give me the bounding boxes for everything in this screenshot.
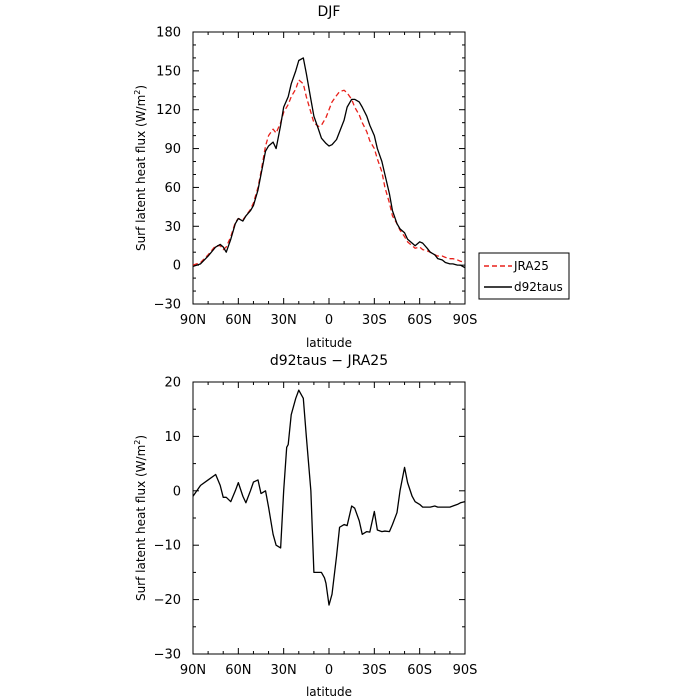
- bottom-panel: d92taus − JRA25 90N 60N 30N 0 30S 60S 90S −30 −2…: [133, 353, 477, 699]
- legend: JRA25 d92taus: [478, 252, 570, 300]
- bottom-ytick-label: −30: [154, 648, 181, 663]
- top-ytick-label: 90: [164, 142, 181, 157]
- bottom-y-axis-label-sup: 2: [133, 440, 142, 445]
- top-x-axis-label: latitude: [306, 336, 352, 350]
- bottom-ytick-label: 20: [164, 376, 181, 391]
- top-y-axis-label-main: Surf latent heat flux (W/m: [134, 95, 148, 251]
- top-ytick-label: 30: [164, 220, 181, 235]
- top-ytick-label: −30: [154, 298, 181, 313]
- top-series-line-jra25: [192, 79, 466, 266]
- bottom-chart-title: d92taus − JRA25: [270, 353, 388, 369]
- bottom-xtick-label: 30S: [362, 663, 387, 678]
- bottom-plot-frame: [192, 381, 466, 655]
- top-ytick-label: 180: [156, 26, 181, 41]
- legend-jra25-label: JRA25: [513, 259, 549, 273]
- top-plot-frame: [192, 31, 466, 305]
- top-ytick-label: 150: [156, 64, 181, 79]
- top-y-axis-label: Surf latent heat flux (W/m2): [133, 85, 148, 251]
- bottom-xtick-label: 60S: [407, 663, 432, 678]
- bottom-xtick-label: 90S: [453, 663, 478, 678]
- top-series: [192, 57, 466, 269]
- top-panel: DJF 90N 60N 30N 0 30S 60S 90S −30 0 30 60 90 120 150 1…: [133, 4, 570, 350]
- top-ytick-label: 60: [164, 181, 181, 196]
- top-y-axis-label-end: ): [134, 85, 148, 90]
- bottom-ytick-label: 10: [164, 430, 181, 445]
- top-series-line-d92taus: [192, 57, 466, 269]
- bottom-xtick-label: 90N: [180, 663, 206, 678]
- top-y-axis-label-sup: 2: [133, 90, 142, 95]
- top-xtick-label: 60S: [407, 313, 432, 328]
- bottom-ytick-label: 0: [173, 484, 181, 499]
- bottom-y-axis-label-end: ): [134, 435, 148, 440]
- top-xtick-label: 0: [325, 313, 333, 328]
- bottom-xtick-label: 30N: [271, 663, 297, 678]
- bottom-series: [192, 389, 466, 606]
- top-xtick-label: 60N: [225, 313, 251, 328]
- top-ytick-label: 0: [173, 259, 181, 274]
- bottom-ytick-label: −10: [154, 539, 181, 554]
- top-ticks: 90N 60N 30N 0 30S 60S 90S −30 0 30 60 90 120 150 180: [154, 26, 478, 329]
- top-xtick-label: 30N: [271, 313, 297, 328]
- bottom-ytick-label: −20: [154, 593, 181, 608]
- top-xtick-label: 30S: [362, 313, 387, 328]
- bottom-xtick-label: 60N: [225, 663, 251, 678]
- legend-box: [478, 252, 570, 300]
- bottom-ticks: 90N 60N 30N 0 30S 60S 90S −30 −20 −10 0 10 20: [154, 376, 478, 679]
- bottom-y-axis-label-main: Surf latent heat flux (W/m: [134, 445, 148, 601]
- top-chart-title: DJF: [318, 4, 341, 20]
- top-xtick-label: 90S: [453, 313, 478, 328]
- bottom-y-axis-label: Surf latent heat flux (W/m2): [133, 435, 148, 601]
- bottom-x-axis-label: latitude: [306, 685, 352, 699]
- legend-d92taus-label: d92taus: [514, 280, 563, 294]
- bottom-series-line-difference: [192, 389, 466, 606]
- bottom-xtick-label: 0: [325, 663, 333, 678]
- top-xtick-label: 90N: [180, 313, 206, 328]
- top-ytick-label: 120: [156, 103, 181, 118]
